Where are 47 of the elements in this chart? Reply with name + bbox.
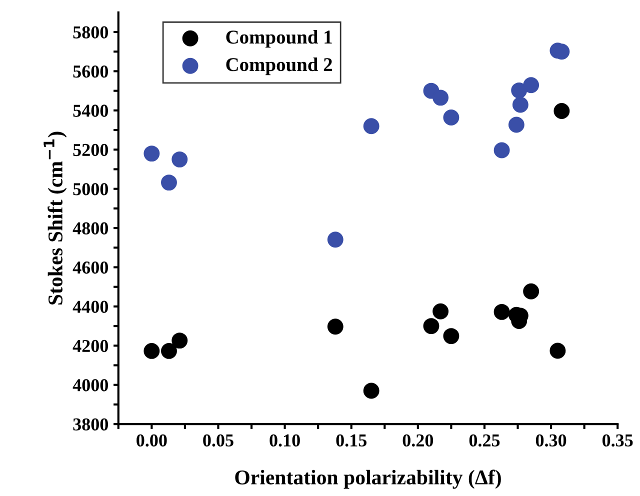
point (327, 232, 344, 248)
point (512, 96, 528, 113)
y-tick-label: 5600 (73, 65, 108, 78)
legend-label: Compound 1 (226, 30, 332, 48)
point (363, 382, 380, 399)
point (443, 328, 460, 344)
y-tick-label: 3800 (73, 418, 108, 431)
point (508, 116, 524, 133)
point (443, 110, 460, 126)
point (327, 318, 344, 335)
point (161, 174, 177, 191)
point (144, 342, 160, 359)
y-tick-label: 5200 (73, 144, 108, 156)
x-tick-label: 0.20 (402, 434, 434, 447)
x-tick-label: 0.35 (602, 434, 633, 447)
point (523, 283, 540, 300)
point (550, 342, 566, 359)
y-tick-label: 5400 (73, 104, 108, 117)
x-tick-label: 0.15 (336, 434, 366, 447)
y-tick-label: 4200 (72, 340, 108, 352)
point (523, 77, 540, 94)
legend-label: Compound 2 (226, 57, 332, 76)
point (494, 142, 510, 158)
y-tick-label: 5000 (73, 183, 108, 196)
point (144, 146, 160, 162)
point (494, 304, 510, 320)
point (432, 303, 449, 320)
x-tick-label: 0.30 (536, 434, 566, 447)
y-axis-title: Stokes Shift (cm$^{−1}$) (44, 132, 67, 305)
point (172, 151, 188, 168)
x-axis-title: Orientation polarizability (Δf) (235, 470, 501, 489)
x-tick-label: 0.25 (469, 434, 500, 447)
x-tick-label: 0.10 (270, 434, 300, 447)
point (363, 118, 380, 134)
point (511, 82, 528, 98)
point (172, 332, 188, 349)
y-tick-label: 4000 (72, 379, 108, 392)
y-tick-label: 4400 (72, 300, 108, 313)
x-tick-label: 0.05 (203, 434, 234, 447)
point (423, 318, 440, 334)
x-tick-label: 0.00 (136, 434, 167, 447)
y-tick-label: 4800 (72, 222, 108, 234)
point (554, 103, 570, 119)
point (161, 342, 177, 359)
y-tick-label: 5800 (73, 26, 108, 38)
point (432, 90, 449, 106)
y-tick-label: 4600 (72, 262, 108, 274)
